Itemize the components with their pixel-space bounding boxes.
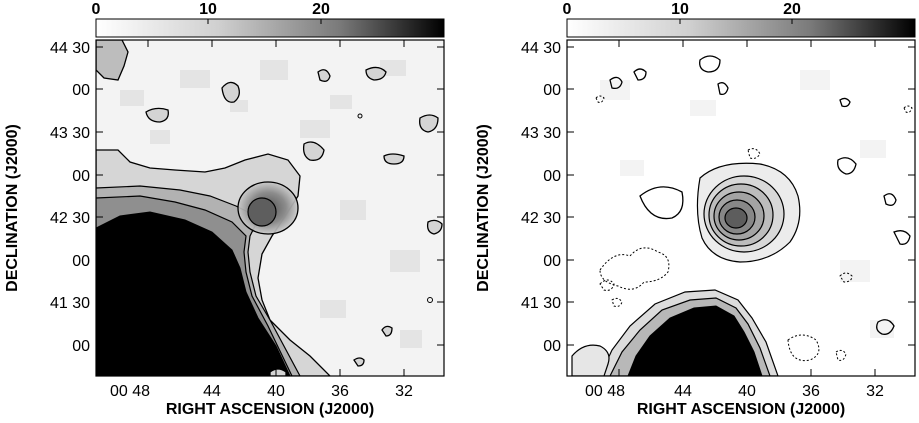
left-yaxis-title: DECLINATION (J2000) [4, 124, 21, 292]
right-ytick-label: 00 [543, 338, 561, 355]
right-yaxis-title: DECLINATION (J2000) [475, 124, 492, 292]
right-ytick-label: 42 30 [521, 210, 561, 227]
right-ytick-label: 00 [543, 168, 561, 185]
left-xaxis-title: RIGHT ASCENSION (J2000) [166, 401, 374, 418]
left-x-ticks [147, 40, 405, 376]
colorbar-right-label-10: 10 [671, 1, 689, 18]
right-xtick-label: 40 [738, 383, 756, 400]
right-noise [600, 70, 894, 338]
colorbar-right-label-20: 20 [783, 1, 801, 18]
left-ytick-label: 44 30 [50, 40, 90, 57]
right-xtick-label: 36 [802, 383, 820, 400]
right-y-ticks [567, 46, 915, 346]
right-contour-islands [609, 55, 911, 335]
left-noise [120, 60, 422, 348]
left-image [96, 40, 444, 376]
right-image [567, 40, 915, 376]
left-xtick-label: 44 [203, 383, 221, 400]
left-xtick-label: 32 [395, 383, 413, 400]
right-xaxis-title: RIGHT ASCENSION (J2000) [637, 401, 845, 418]
right-negative-contours [595, 95, 913, 362]
colorbar-right-label-0: 0 [563, 1, 572, 18]
left-ytick-label: 00 [72, 338, 90, 355]
left-xtick-label: 36 [331, 383, 349, 400]
colorbar-left-ticks [95, 19, 322, 24]
right-ytick-label: 00 [543, 253, 561, 270]
left-ytick-label: 00 [72, 82, 90, 99]
colorbar-right [566, 18, 916, 38]
left-ytick-label: 41 30 [50, 295, 90, 312]
left-panel: 0 10 20 [4, 1, 445, 418]
right-xtick-label: 44 [674, 383, 692, 400]
right-xtick-label: 32 [866, 383, 884, 400]
colorbar-right-ticks [566, 19, 793, 24]
left-ytick-label: 42 30 [50, 210, 90, 227]
colorbar-left-label-20: 20 [312, 1, 330, 18]
left-xtick-label: 00 48 [110, 383, 150, 400]
left-contour-islands [145, 66, 443, 376]
right-ytick-label: 00 [543, 82, 561, 99]
colorbar-left-label-0: 0 [92, 1, 101, 18]
right-ytick-label: 44 30 [521, 40, 561, 57]
left-ytick-label: 00 [72, 168, 90, 185]
left-frame [95, 39, 445, 377]
left-xtick-label: 40 [267, 383, 285, 400]
left-ytick-label: 43 30 [50, 125, 90, 142]
left-ytick-label: 00 [72, 253, 90, 270]
right-ytick-label: 41 30 [521, 295, 561, 312]
right-xtick-label: 00 48 [585, 383, 625, 400]
colorbar-left-label-10: 10 [199, 1, 217, 18]
left-y-ticks [96, 46, 444, 346]
colorbar-left [95, 18, 445, 38]
right-ytick-label: 43 30 [521, 125, 561, 142]
right-x-ticks [618, 40, 876, 376]
right-panel: 0 10 20 [475, 1, 916, 418]
right-frame [566, 39, 916, 377]
